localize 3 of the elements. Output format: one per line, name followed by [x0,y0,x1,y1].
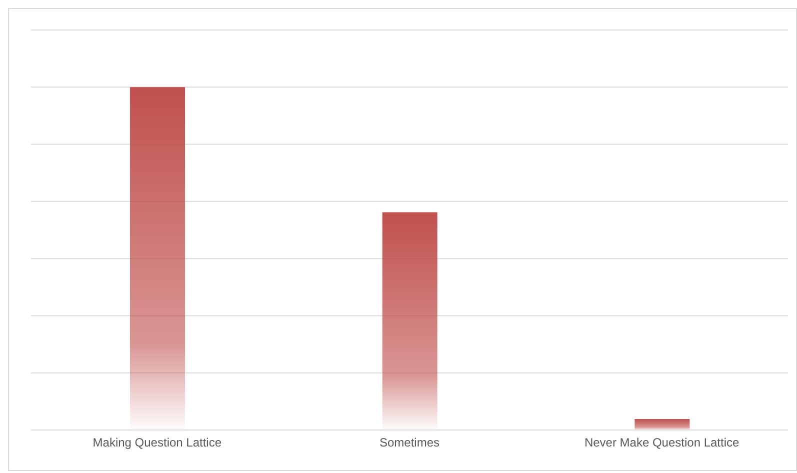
x-tick-label: Sometimes [379,436,440,450]
x-tick-label: Never Make Question Lattice [584,436,740,450]
x-tick-label: Making Question Lattice [92,436,222,450]
